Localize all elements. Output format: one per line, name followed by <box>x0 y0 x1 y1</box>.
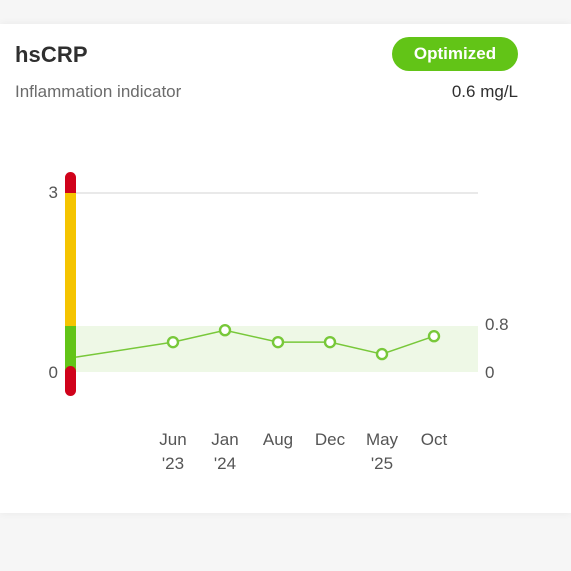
data-point <box>166 335 180 349</box>
status-badge: Optimized <box>392 37 518 71</box>
data-point <box>271 335 285 349</box>
range-bar-low-cap <box>65 372 76 382</box>
range-bar-optimal <box>65 326 76 373</box>
current-value: 0.6 mg/L <box>451 82 518 101</box>
x-tick-label-year: '24 <box>214 454 236 473</box>
data-point <box>375 347 389 361</box>
biomarker-card[interactable] <box>0 24 571 513</box>
y-tick-right: 0 <box>485 363 494 382</box>
x-tick-label: Aug <box>263 430 293 449</box>
range-bar-elevated <box>65 193 76 327</box>
x-tick-label: Dec <box>315 430 346 449</box>
x-tick-label: Jun <box>159 430 186 449</box>
optimal-range-band <box>70 326 478 372</box>
x-tick-label: May <box>366 430 399 449</box>
x-tick-label-year: '25 <box>371 454 393 473</box>
x-tick-label: Jan <box>211 430 238 449</box>
biomarker-title: hsCRP <box>15 42 88 67</box>
x-tick-label: Oct <box>421 430 448 449</box>
data-point <box>323 335 337 349</box>
data-point <box>427 330 441 343</box>
y-tick-left: 0 <box>49 363 58 382</box>
biomarker-subtitle: Inflammation indicator <box>15 82 182 101</box>
y-tick-right: 0.8 <box>485 315 509 334</box>
x-tick-label-year: '23 <box>162 454 184 473</box>
y-tick-left: 3 <box>49 183 58 202</box>
data-point <box>218 324 232 337</box>
